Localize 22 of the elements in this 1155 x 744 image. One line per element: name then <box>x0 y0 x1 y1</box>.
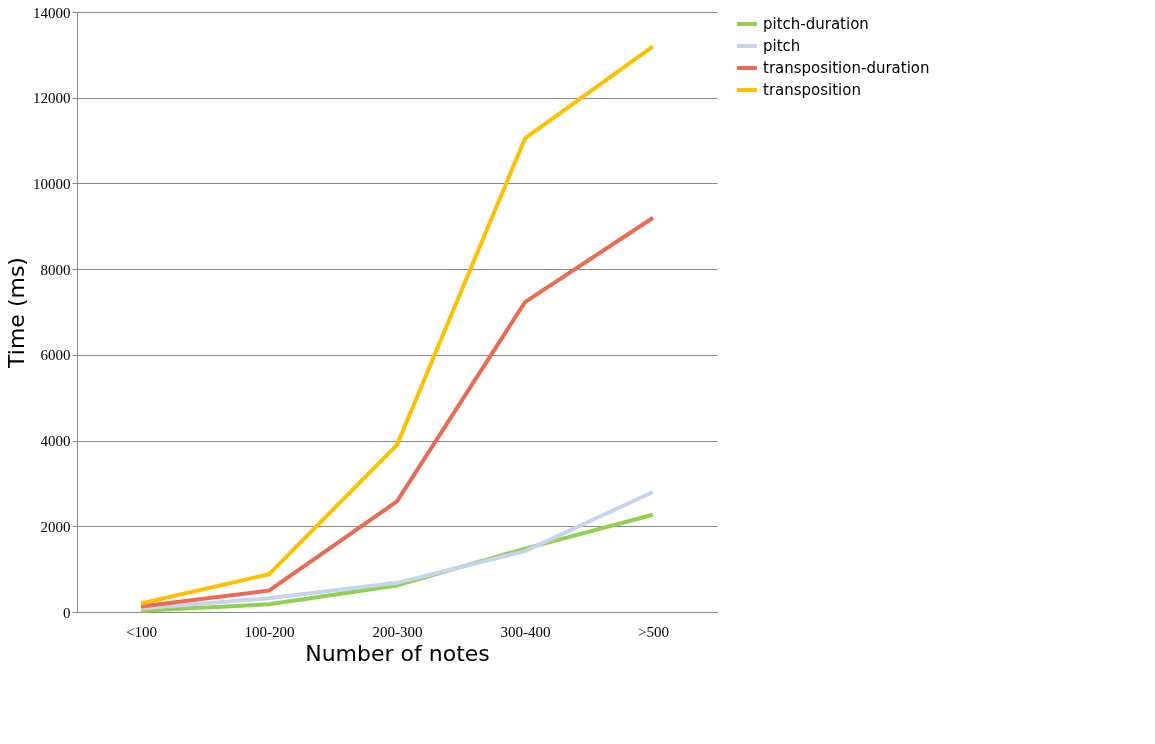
x-axis-title: Number of notes <box>305 640 490 666</box>
y-tick-label: 0 <box>63 604 71 621</box>
y-tick-label: 8000 <box>40 261 71 278</box>
x-tick-label: 200-300 <box>372 623 423 640</box>
y-tick-label: 4000 <box>40 433 71 450</box>
y-tick-label: 12000 <box>33 90 71 107</box>
x-tick-label: >500 <box>638 623 669 640</box>
legend-label: pitch <box>763 37 801 55</box>
x-tick-label: <100 <box>126 623 157 640</box>
y-tick-label: 6000 <box>40 347 71 364</box>
line-series <box>139 490 655 611</box>
line-series <box>139 44 655 606</box>
legend-label: transposition <box>763 81 861 99</box>
line-series <box>139 215 655 609</box>
x-tick-label: 100-200 <box>244 623 295 640</box>
legend-label: pitch-duration <box>763 15 869 33</box>
y-tick-label: 14000 <box>33 4 71 21</box>
y-axis-title: Time (ms) <box>4 257 29 369</box>
legend-label: transposition-duration <box>763 59 930 77</box>
x-tick-label: 300-400 <box>500 623 551 640</box>
y-tick-label: 2000 <box>40 518 71 535</box>
y-tick-label: 10000 <box>33 175 71 192</box>
